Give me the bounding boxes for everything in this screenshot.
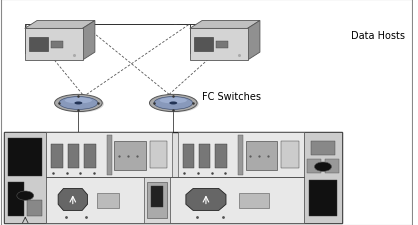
FancyBboxPatch shape: [178, 133, 303, 177]
FancyBboxPatch shape: [311, 142, 335, 155]
FancyBboxPatch shape: [238, 135, 243, 175]
Polygon shape: [82, 21, 95, 61]
FancyBboxPatch shape: [46, 177, 144, 223]
Ellipse shape: [56, 96, 104, 113]
Ellipse shape: [150, 95, 197, 112]
Ellipse shape: [154, 97, 193, 110]
FancyBboxPatch shape: [309, 180, 336, 216]
FancyBboxPatch shape: [246, 142, 277, 171]
Polygon shape: [29, 38, 48, 51]
Ellipse shape: [59, 97, 98, 110]
Polygon shape: [51, 42, 63, 49]
FancyBboxPatch shape: [325, 160, 339, 173]
Ellipse shape: [151, 96, 199, 113]
FancyBboxPatch shape: [68, 144, 79, 168]
FancyBboxPatch shape: [115, 142, 146, 171]
FancyBboxPatch shape: [183, 144, 194, 168]
Text: FC Switches: FC Switches: [202, 92, 261, 102]
FancyBboxPatch shape: [150, 142, 167, 168]
Ellipse shape: [65, 98, 92, 104]
FancyBboxPatch shape: [107, 135, 112, 175]
FancyBboxPatch shape: [147, 182, 167, 218]
FancyBboxPatch shape: [144, 177, 170, 223]
FancyBboxPatch shape: [8, 182, 24, 216]
Circle shape: [17, 191, 34, 200]
Polygon shape: [186, 189, 226, 210]
Ellipse shape: [160, 98, 187, 104]
Polygon shape: [247, 21, 260, 61]
Polygon shape: [58, 189, 87, 210]
FancyBboxPatch shape: [307, 160, 321, 173]
Polygon shape: [217, 42, 228, 49]
FancyBboxPatch shape: [28, 200, 42, 216]
FancyBboxPatch shape: [170, 177, 303, 223]
FancyBboxPatch shape: [215, 144, 227, 168]
FancyBboxPatch shape: [303, 133, 342, 223]
Polygon shape: [190, 21, 260, 29]
FancyBboxPatch shape: [199, 144, 210, 168]
FancyBboxPatch shape: [46, 133, 172, 177]
FancyBboxPatch shape: [97, 193, 119, 208]
FancyBboxPatch shape: [150, 186, 163, 207]
Ellipse shape: [55, 95, 102, 112]
Circle shape: [314, 162, 331, 172]
FancyBboxPatch shape: [281, 142, 298, 168]
FancyBboxPatch shape: [84, 144, 96, 168]
Polygon shape: [25, 29, 82, 61]
Ellipse shape: [169, 102, 177, 105]
Text: Data Hosts: Data Hosts: [351, 31, 405, 41]
FancyBboxPatch shape: [8, 138, 42, 176]
Polygon shape: [194, 38, 213, 51]
Ellipse shape: [74, 102, 82, 105]
FancyBboxPatch shape: [51, 144, 63, 168]
FancyBboxPatch shape: [240, 193, 269, 208]
Polygon shape: [190, 29, 247, 61]
FancyBboxPatch shape: [4, 133, 342, 223]
Polygon shape: [25, 21, 95, 29]
FancyBboxPatch shape: [4, 133, 46, 223]
